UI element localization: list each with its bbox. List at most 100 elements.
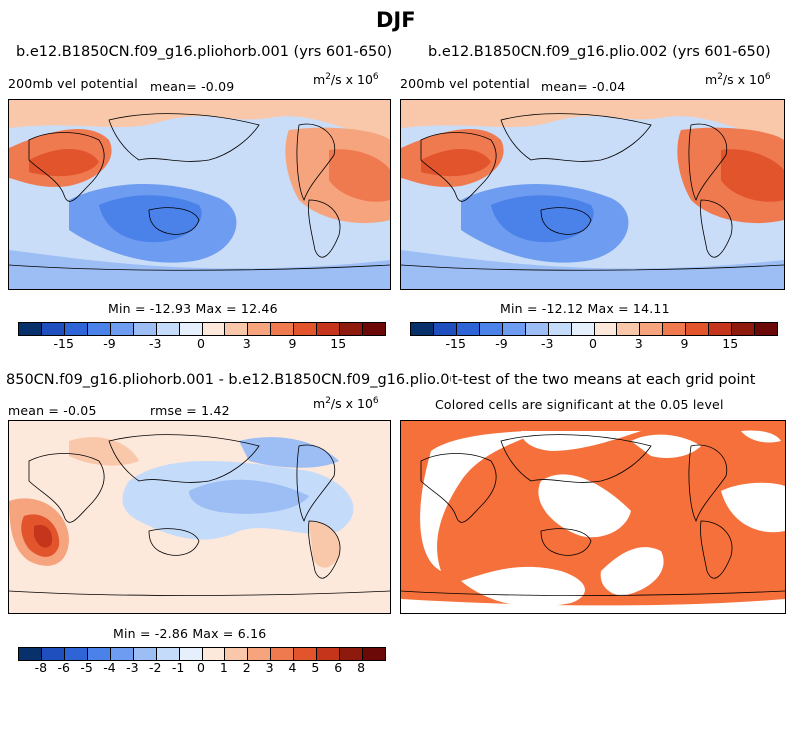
panel2-variable: 200mb vel potential (400, 76, 530, 91)
colorbar-swatch (617, 323, 641, 335)
colorbar-swatch (433, 323, 457, 335)
colorbar-tick-label: 6 (334, 660, 343, 675)
panel3-run-title: 850CN.f09_g16.pliohorb.001 - b.e12.B1850… (6, 372, 451, 388)
colorbar-swatch (363, 648, 385, 660)
panel3-rmse: rmse = 1.42 (150, 403, 230, 418)
panel2-map (400, 99, 785, 290)
colorbar-swatch (179, 648, 203, 660)
colorbar-swatch (248, 648, 272, 660)
colorbar-swatch (571, 323, 595, 335)
panel4-map-svg (401, 421, 785, 613)
panel3-minmax: Min = -2.86 Max = 6.16 (113, 626, 267, 641)
panel1-variable: 200mb vel potential (8, 76, 138, 91)
figure-title: DJF (376, 8, 416, 32)
panel1-colorbar-labels: -15 -9 -3 0 3 9 15 (18, 336, 384, 352)
panel1-mean: mean= -0.09 (150, 79, 235, 94)
colorbar-tick-label: 3 (242, 336, 251, 351)
colorbar-swatch (294, 648, 318, 660)
colorbar-swatch (179, 323, 203, 335)
colorbar-swatch (87, 323, 111, 335)
colorbar-swatch (594, 323, 618, 335)
colorbar-tick-label: -5 (80, 660, 93, 675)
panel4-map (400, 420, 786, 614)
colorbar-swatch (411, 323, 434, 335)
panel1-map (8, 99, 391, 290)
colorbar-tick-label: 15 (722, 336, 739, 351)
panel4-title: t-test of the two means at each grid poi… (452, 372, 756, 388)
colorbar-swatch (133, 648, 157, 660)
panel1-minmax: Min = -12.93 Max = 12.46 (108, 301, 278, 316)
colorbar-tick-label: 1 (219, 660, 228, 675)
colorbar-swatch (41, 648, 65, 660)
colorbar-tick-label: -9 (103, 336, 116, 351)
colorbar-swatch (225, 648, 249, 660)
colorbar-tick-label: -3 (541, 336, 554, 351)
panel2-minmax: Min = -12.12 Max = 14.11 (500, 301, 670, 316)
colorbar-swatch (64, 323, 88, 335)
colorbar-tick-label: 2 (242, 660, 251, 675)
panel2-colorbar-labels: -15 -9 -3 0 3 9 15 (410, 336, 776, 352)
colorbar-tick-label: -3 (126, 660, 139, 675)
colorbar-swatch (156, 648, 180, 660)
colorbar-swatch (87, 648, 111, 660)
colorbar-swatch (317, 648, 341, 660)
colorbar-tick-label: 9 (680, 336, 689, 351)
colorbar-swatch (363, 323, 385, 335)
colorbar-swatch (640, 323, 664, 335)
panel2-units: m2/s x 106 (705, 72, 771, 88)
panel3-units: m2/s x 106 (313, 396, 379, 412)
colorbar-tick-label: 8 (357, 660, 366, 675)
colorbar-swatch (317, 323, 341, 335)
colorbar-swatch (225, 323, 249, 335)
colorbar-swatch (294, 323, 318, 335)
colorbar-swatch (19, 648, 42, 660)
colorbar-tick-label: 0 (197, 336, 205, 351)
colorbar-swatch (271, 648, 295, 660)
colorbar-tick-label: -6 (57, 660, 70, 675)
panel3-colorbar (18, 647, 386, 661)
colorbar-swatch (732, 323, 756, 335)
colorbar-swatch (110, 648, 134, 660)
colorbar-tick-label: 5 (311, 660, 320, 675)
colorbar-swatch (525, 323, 549, 335)
colorbar-swatch (64, 648, 88, 660)
colorbar-tick-label: -2 (149, 660, 162, 675)
colorbar-tick-label: -1 (171, 660, 185, 675)
colorbar-swatch (456, 323, 480, 335)
colorbar-tick-label: 15 (330, 336, 347, 351)
colorbar-swatch (502, 323, 526, 335)
colorbar-swatch (41, 323, 65, 335)
panel3-mean: mean = -0.05 (8, 403, 97, 418)
colorbar-swatch (709, 323, 733, 335)
colorbar-tick-label: -9 (495, 336, 508, 351)
colorbar-tick-label: 0 (197, 660, 205, 675)
colorbar-tick-label: 0 (589, 336, 597, 351)
panel1-units: m2/s x 106 (313, 72, 379, 88)
panel2-map-svg (401, 100, 784, 289)
panel1-colorbar (18, 322, 386, 336)
colorbar-swatch (110, 323, 134, 335)
panel2-run-title: b.e12.B1850CN.f09_g16.plio.002 (yrs 601-… (428, 44, 771, 60)
colorbar-swatch (340, 648, 364, 660)
colorbar-swatch (133, 323, 157, 335)
colorbar-tick-label: 3 (634, 336, 643, 351)
colorbar-swatch (686, 323, 710, 335)
colorbar-swatch (479, 323, 503, 335)
colorbar-tick-label: -3 (149, 336, 162, 351)
colorbar-tick-label: -8 (34, 660, 48, 675)
colorbar-swatch (19, 323, 42, 335)
panel3-map (8, 420, 391, 614)
colorbar-swatch (548, 323, 572, 335)
colorbar-swatch (755, 323, 777, 335)
panel3-colorbar-labels: -8 -6 -5 -4 -3 -2 -1 0 1 2 3 4 5 6 8 (18, 660, 384, 676)
panel2-colorbar (410, 322, 778, 336)
colorbar-swatch (340, 323, 364, 335)
colorbar-swatch (202, 648, 226, 660)
colorbar-tick-label: -15 (445, 336, 466, 351)
panel4-subtitle: Colored cells are significant at the 0.0… (435, 397, 724, 412)
panel1-run-title: b.e12.B1850CN.f09_g16.pliohorb.001 (yrs … (16, 44, 393, 60)
colorbar-tick-label: -4 (103, 660, 116, 675)
colorbar-tick-label: 9 (288, 336, 297, 351)
colorbar-swatch (202, 323, 226, 335)
colorbar-tick-label: -15 (53, 336, 74, 351)
